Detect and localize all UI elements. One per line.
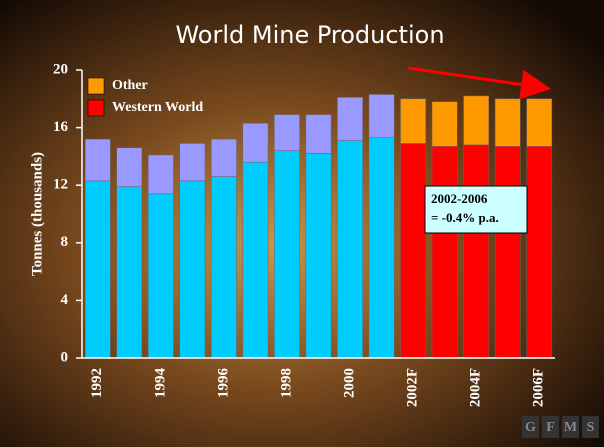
- bar-segment: [211, 176, 237, 359]
- bar-segment: [274, 114, 300, 151]
- logo-letter: M: [564, 420, 577, 435]
- logo-letter: G: [525, 420, 536, 435]
- x-tick-label: 2000: [341, 368, 357, 398]
- bar-segment: [211, 138, 237, 177]
- bar-segment: [242, 161, 269, 359]
- bar-segment: [179, 180, 206, 359]
- logo-letter: S: [587, 420, 595, 435]
- y-axis-label: Tonnes (thousands): [29, 152, 45, 276]
- bar-segment: [147, 193, 174, 359]
- chart-title: World Mine Production: [175, 21, 444, 49]
- x-tick-label: 1996: [215, 368, 231, 399]
- bar-segment: [179, 143, 206, 182]
- logo-box: [542, 416, 559, 438]
- bar-segment: [400, 143, 426, 359]
- legend-swatch: [87, 77, 105, 95]
- annotation: 2002-2006: [431, 191, 488, 206]
- bar-segment: [147, 154, 174, 195]
- bar-segment: [431, 101, 458, 147]
- bar-segment: [494, 146, 521, 359]
- logo-box: [582, 416, 599, 438]
- bar-segment: [368, 137, 395, 359]
- legend-label: Western World: [112, 100, 203, 115]
- bar-segment: [274, 150, 300, 359]
- logo-letter: F: [546, 420, 555, 435]
- bar-segment: [463, 95, 490, 146]
- bar-segment: [242, 123, 269, 163]
- bar-segment: [400, 98, 426, 144]
- bar-segment: [463, 144, 490, 359]
- bar-segment: [337, 140, 363, 359]
- bar-segment: [84, 138, 111, 182]
- legend-label: Other: [112, 78, 148, 93]
- bar-segment: [84, 180, 111, 359]
- bar-segment: [526, 98, 553, 147]
- legend-swatch: [87, 99, 105, 117]
- bar-segment: [305, 153, 332, 359]
- annotation-box: [424, 185, 528, 234]
- bar-segment: [431, 146, 458, 359]
- y-tick-label: 16: [53, 119, 69, 135]
- bar-segment: [337, 97, 363, 141]
- logo-box: [522, 416, 539, 438]
- bar-segment: [368, 94, 395, 138]
- y-tick-label: 0: [61, 349, 69, 365]
- y-tick-label: 12: [53, 177, 68, 193]
- x-tick-label: 1994: [152, 368, 168, 399]
- logo-box: [562, 416, 579, 438]
- bar-segment: [494, 98, 521, 147]
- y-tick-label: 8: [61, 234, 69, 250]
- y-tick-label: 20: [53, 61, 68, 77]
- bar-segment: [116, 186, 143, 359]
- y-tick-label: 4: [61, 292, 69, 308]
- bar-segment: [526, 146, 553, 359]
- bar-segment: [116, 147, 143, 187]
- trend-arrow: [407, 66, 551, 100]
- x-tick-label: 1998: [278, 368, 294, 398]
- annotation: = -0.4% p.a.: [431, 210, 499, 225]
- x-tick-label: 2002F: [405, 368, 421, 407]
- x-tick-label: 1992: [89, 368, 105, 398]
- x-tick-label: 2004F: [468, 368, 484, 407]
- x-tick-label: 2006F: [531, 368, 547, 407]
- bar-segment: [305, 114, 332, 154]
